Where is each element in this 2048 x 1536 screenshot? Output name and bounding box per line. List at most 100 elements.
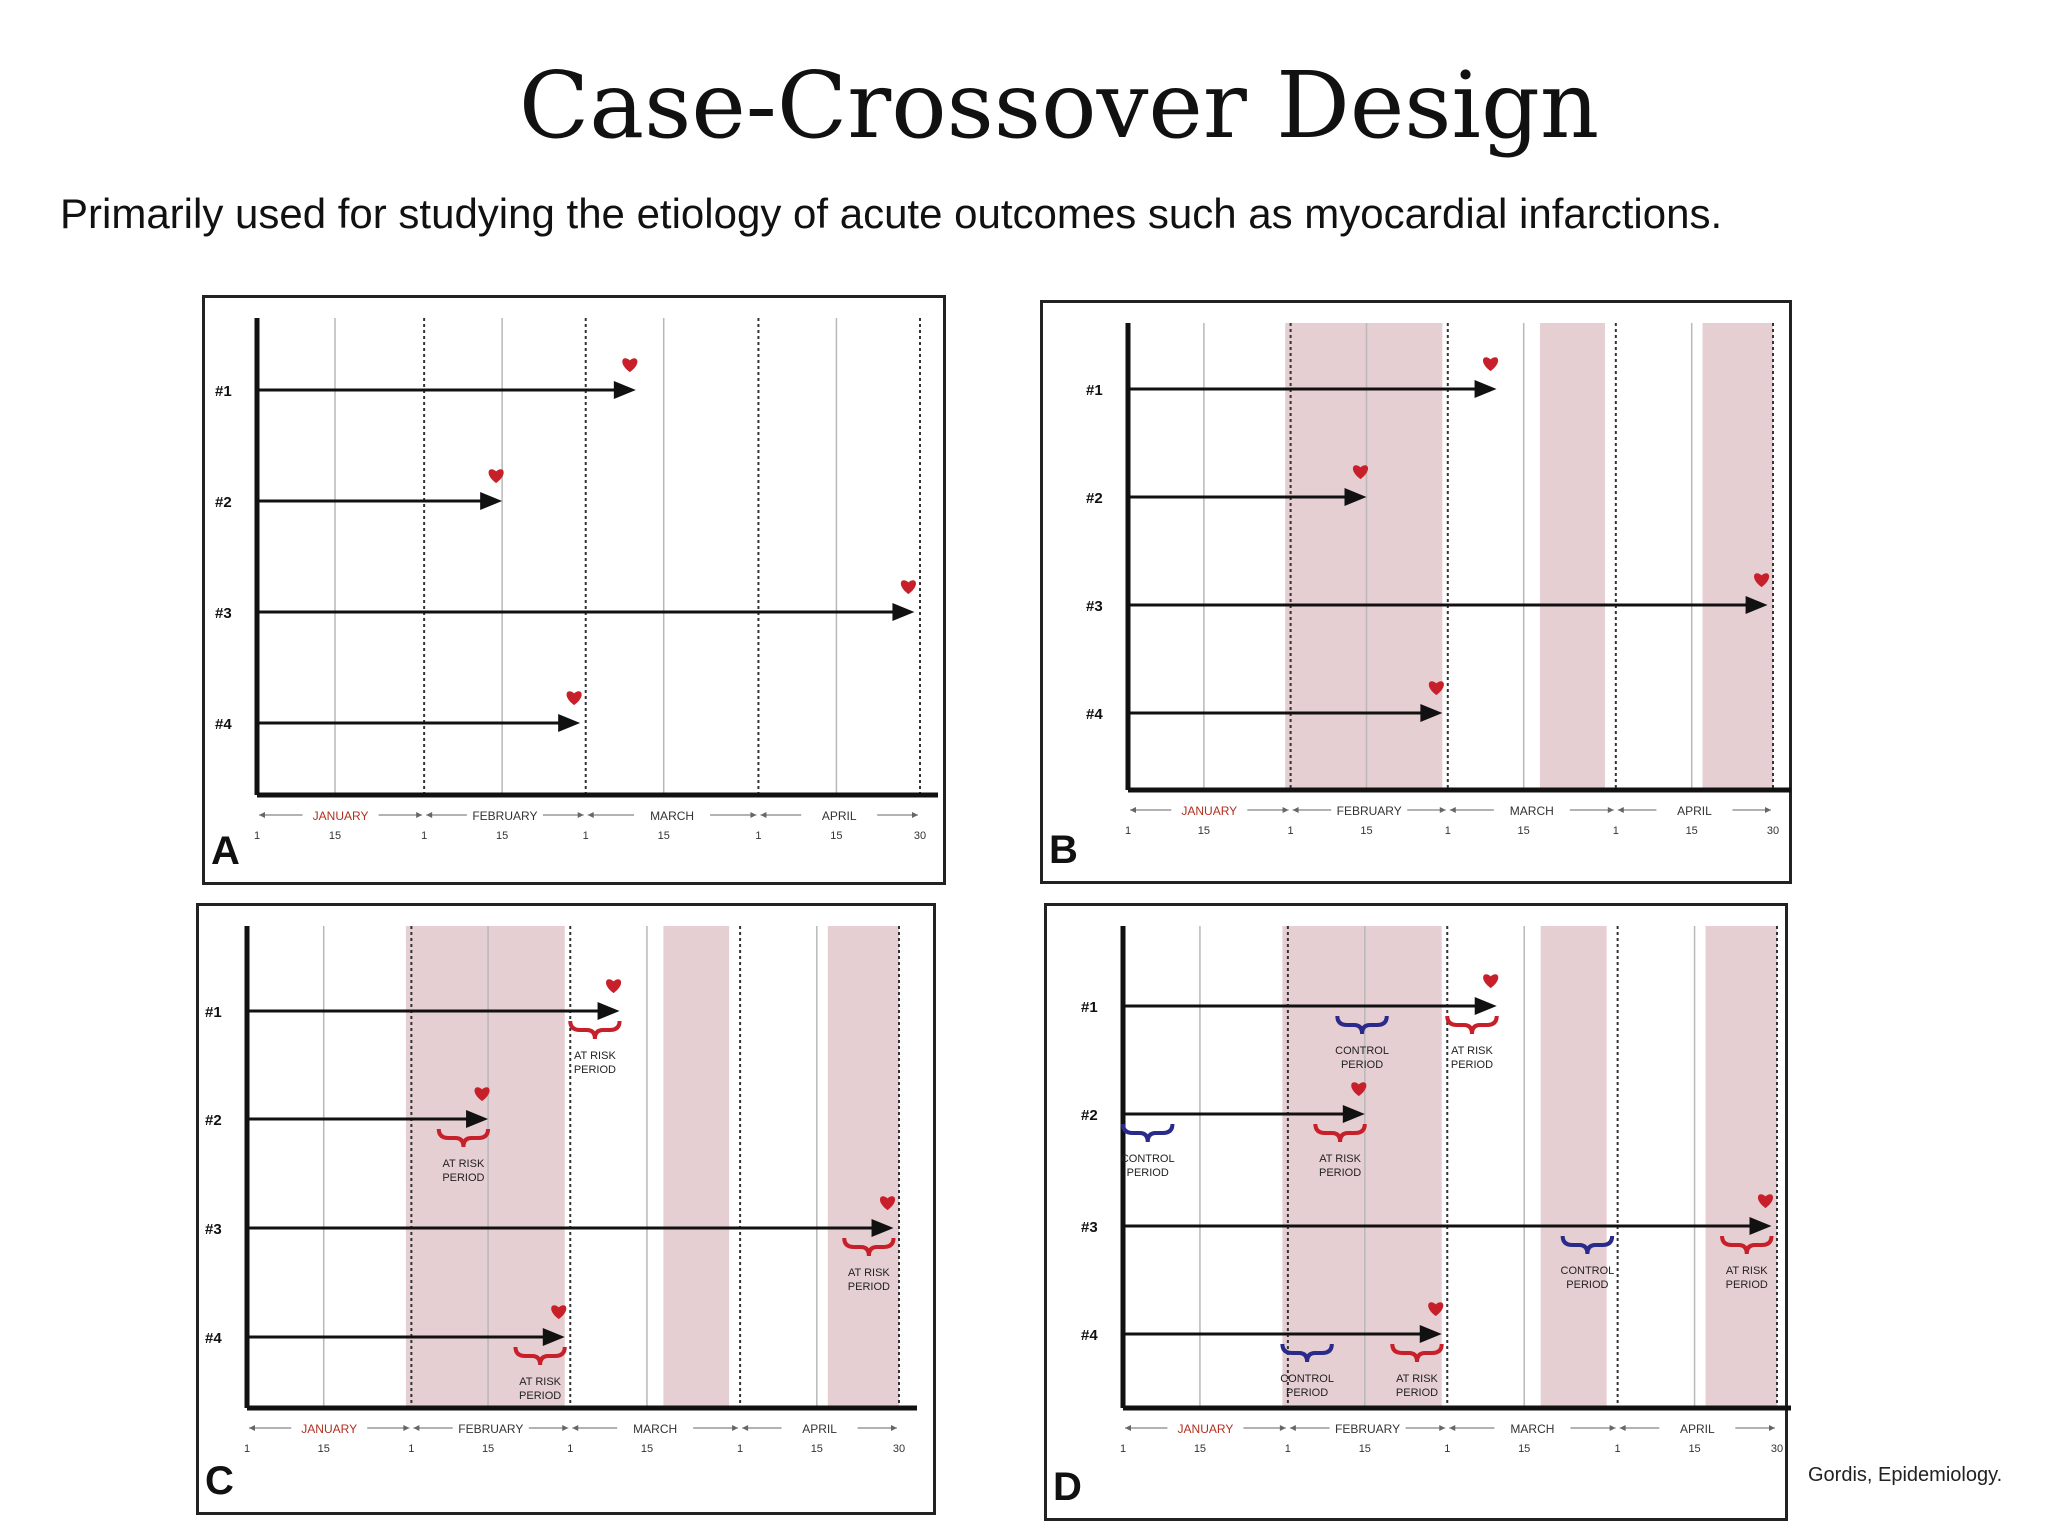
period-label: CONTROL [1280, 1373, 1334, 1385]
page-subtitle: Primarily used for studying the etiology… [60, 190, 1723, 237]
period-label: CONTROL [1335, 1045, 1389, 1057]
period-label: PERIOD [519, 1390, 561, 1402]
at-risk-period-brace [513, 1346, 567, 1366]
period-label: AT RISK [1451, 1045, 1493, 1057]
heart-icon [1754, 573, 1770, 588]
arrow-head [1474, 997, 1497, 1015]
month-label-bg [302, 806, 379, 822]
period-label: AT RISK [574, 1050, 616, 1062]
subject-label: #3 [1086, 598, 1103, 615]
heart-icon [1757, 1194, 1774, 1209]
at-risk-period-brace [842, 1237, 896, 1257]
panel-a-diagram: #1 #2 #3 #4 JANUARY FEBRUARY MARCH APRIL 1 15 1 15 1… [215, 318, 938, 842]
page-title: Case-Crossover Design [518, 52, 1600, 159]
period-label: AT RISK [443, 1158, 485, 1170]
heart-icon [1483, 974, 1499, 989]
at-risk-period-brace [1720, 1235, 1774, 1255]
month-span-arrow [1765, 807, 1771, 813]
arrow-head [1749, 1217, 1772, 1235]
heart-icon [879, 1196, 896, 1211]
subject-label: #2 [1086, 490, 1103, 507]
control-period-brace [1560, 1235, 1615, 1255]
day-tick-label: 15 [830, 830, 842, 842]
month-span-arrow [891, 1425, 897, 1431]
month-span-arrow [403, 1425, 410, 1431]
panel-letter: C [205, 1459, 234, 1503]
shaded-period [1540, 926, 1607, 1408]
subject-label: #4 [1081, 1327, 1098, 1344]
month-label-bg [1167, 1419, 1244, 1435]
subject-label: #3 [205, 1221, 222, 1238]
heart-icon [622, 358, 638, 373]
subject-label: #3 [1081, 1219, 1098, 1236]
period-label: PERIOD [442, 1172, 484, 1184]
at-risk-period-brace [1313, 1123, 1367, 1143]
month-span-arrow [413, 1425, 420, 1431]
day-tick-label: 1 [755, 830, 761, 842]
shaded-period [663, 926, 730, 1408]
arrow-head [892, 603, 915, 621]
shaded-period [1705, 926, 1777, 1408]
period-label: PERIOD [848, 1281, 890, 1293]
month-label: JANUARY [1181, 804, 1237, 818]
month-label-bg [1493, 801, 1570, 817]
month-span-arrow [1607, 807, 1614, 813]
control-period-brace [1280, 1343, 1334, 1363]
heart-icon [1351, 1082, 1367, 1097]
month-label: MARCH [1510, 804, 1554, 818]
period-label: PERIOD [1319, 1167, 1361, 1179]
period-label: PERIOD [1341, 1059, 1383, 1071]
month-label-bg [1494, 1419, 1571, 1435]
day-tick-label: 1 [567, 1443, 573, 1455]
month-label-bg [801, 806, 878, 822]
day-tick-label: 15 [1518, 825, 1530, 837]
heart-icon [1428, 681, 1444, 696]
arrow-head [1342, 1105, 1365, 1123]
month-span-arrow [577, 812, 584, 818]
month-span-arrow [1282, 807, 1289, 813]
month-label: FEBRUARY [1337, 804, 1402, 818]
month-span-arrow [1449, 1425, 1456, 1431]
shaded-period [1282, 926, 1442, 1408]
month-span-arrow [416, 812, 423, 818]
month-label-bg [1171, 801, 1248, 817]
month-label-bg [1329, 1419, 1406, 1435]
month-label-bg [1656, 801, 1733, 817]
source-credit: Gordis, Epidemiology. [1808, 1464, 2003, 1486]
day-tick-label: 15 [1686, 825, 1698, 837]
month-label-bg [617, 1419, 694, 1435]
day-tick-label: 15 [329, 830, 341, 842]
day-tick-label: 30 [893, 1443, 905, 1455]
heart-icon [488, 469, 504, 484]
month-span-arrow [587, 812, 594, 818]
day-tick-label: 15 [1198, 825, 1210, 837]
month-span-arrow [732, 1425, 739, 1431]
heart-icon [1352, 465, 1369, 480]
day-tick-label: 15 [811, 1443, 823, 1455]
day-tick-label: 30 [1767, 825, 1779, 837]
heart-icon [900, 580, 916, 595]
period-label: CONTROL [1121, 1153, 1175, 1165]
panel-letter: B [1049, 828, 1078, 872]
shaded-period [827, 926, 899, 1408]
day-tick-label: 15 [482, 1443, 494, 1455]
heart-icon [606, 979, 622, 994]
day-tick-label: 15 [1688, 1443, 1700, 1455]
subject-label: #1 [1086, 382, 1103, 399]
subject-label: #2 [1081, 1107, 1098, 1124]
panel-d-diagram: #1 #2 #3 #4 CONTROL PERIOD AT RISK PERIOD CONTRO… [1081, 926, 1791, 1455]
month-label-bg [1659, 1419, 1736, 1435]
panel-b-diagram: #1 #2 #3 #4 JANUARY FEBRUARY MARCH APRIL 1 15 1 15 1… [1086, 323, 1791, 837]
month-label: FEBRUARY [458, 1422, 523, 1436]
month-span-arrow [1449, 807, 1456, 813]
period-label: AT RISK [1726, 1265, 1768, 1277]
period-label: PERIOD [1127, 1167, 1169, 1179]
month-span-arrow [1289, 1425, 1296, 1431]
month-span-arrow [1619, 1425, 1626, 1431]
period-label: PERIOD [574, 1064, 616, 1076]
month-span-arrow [1609, 1425, 1616, 1431]
arrow-head [1474, 380, 1497, 398]
heart-icon [551, 1305, 567, 1320]
month-label: APRIL [1680, 1422, 1715, 1436]
month-label-bg [291, 1419, 368, 1435]
